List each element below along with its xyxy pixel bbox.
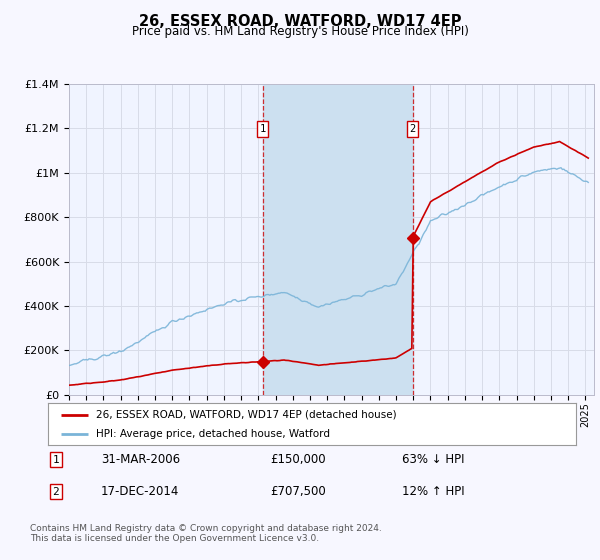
Text: 2: 2 xyxy=(409,124,416,134)
Bar xyxy=(263,84,413,395)
Text: £707,500: £707,500 xyxy=(270,485,326,498)
Text: 26, ESSEX ROAD, WATFORD, WD17 4EP (detached house): 26, ESSEX ROAD, WATFORD, WD17 4EP (detac… xyxy=(95,409,396,419)
Text: 17-DEC-2014: 17-DEC-2014 xyxy=(101,485,179,498)
Text: HPI: Average price, detached house, Watford: HPI: Average price, detached house, Watf… xyxy=(95,429,329,439)
Text: 63% ↓ HPI: 63% ↓ HPI xyxy=(402,453,464,466)
Text: £150,000: £150,000 xyxy=(270,453,325,466)
Text: 12% ↑ HPI: 12% ↑ HPI xyxy=(402,485,464,498)
Text: 1: 1 xyxy=(53,455,59,465)
Text: 2: 2 xyxy=(53,487,59,497)
Text: Price paid vs. HM Land Registry's House Price Index (HPI): Price paid vs. HM Land Registry's House … xyxy=(131,25,469,38)
Text: 26, ESSEX ROAD, WATFORD, WD17 4EP: 26, ESSEX ROAD, WATFORD, WD17 4EP xyxy=(139,14,461,29)
Text: Contains HM Land Registry data © Crown copyright and database right 2024.
This d: Contains HM Land Registry data © Crown c… xyxy=(30,524,382,543)
Text: 31-MAR-2006: 31-MAR-2006 xyxy=(101,453,180,466)
Text: 1: 1 xyxy=(260,124,266,134)
